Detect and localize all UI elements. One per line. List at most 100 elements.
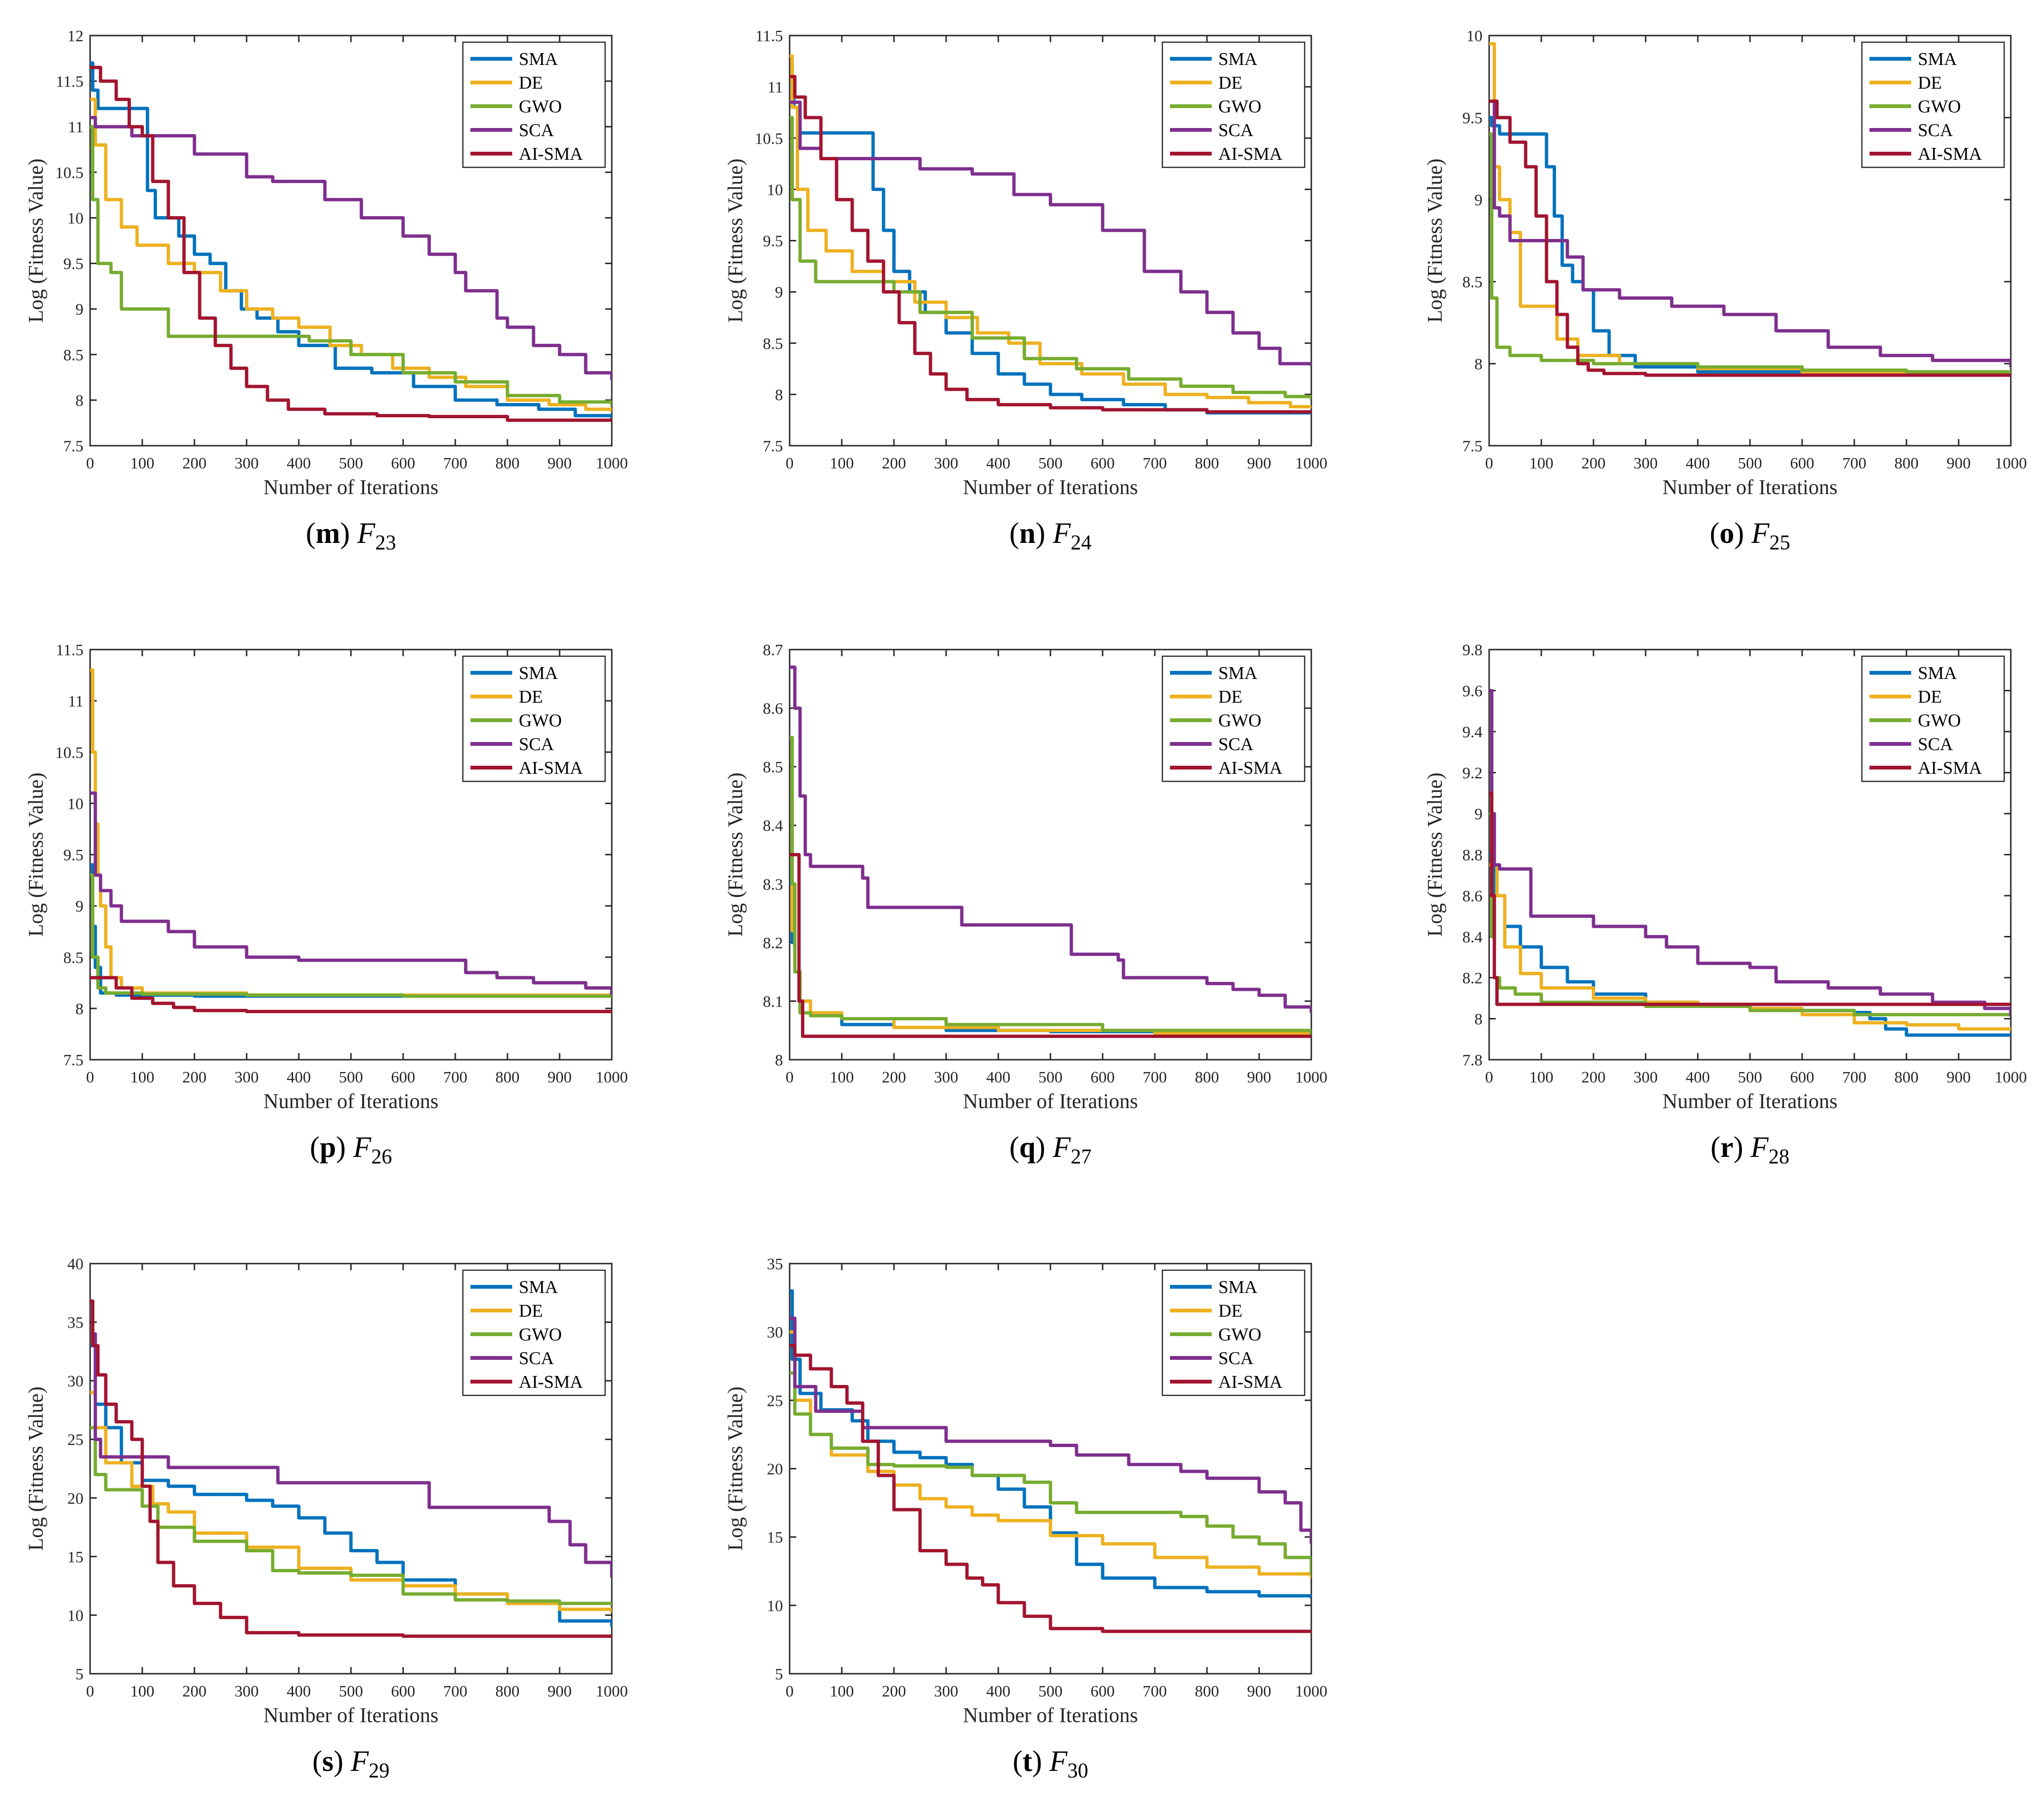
x-tick-label: 300	[1634, 1069, 1658, 1086]
x-tick-label: 500	[339, 1683, 363, 1700]
y-tick-label: 10	[67, 1607, 83, 1624]
y-tick-label: 25	[767, 1392, 783, 1410]
series-line-sca	[790, 101, 1311, 366]
legend-label-sma: SMA	[1218, 49, 1258, 69]
series-group	[790, 665, 1311, 1038]
caption-subscript: 23	[375, 531, 396, 554]
legend: SMA DE GWO SCA AI-SMA	[1161, 1269, 1306, 1396]
y-tick-label: 9.5	[763, 233, 783, 250]
x-tick-label: 800	[1195, 1069, 1219, 1086]
caption-letter: q	[1019, 1131, 1036, 1164]
series-line-sca	[90, 1332, 612, 1578]
y-tick-label: 8	[775, 386, 783, 404]
y-tick-label: 35	[767, 1256, 783, 1273]
x-tick-label: 0	[1485, 1069, 1493, 1086]
series-line-ai-sma	[790, 1344, 1311, 1633]
series-group	[790, 54, 1311, 415]
series-line-de	[790, 54, 1311, 409]
x-tick-label: 600	[1091, 1683, 1115, 1700]
legend-label-sca: SCA	[519, 734, 554, 754]
x-tick-label: 900	[1947, 1069, 1971, 1086]
chart-p: 0 100 200 300 400 500 600 700 800 900 1000 7.5 8 8.5 9…	[24, 642, 628, 1113]
x-tick-label: 200	[882, 1683, 906, 1700]
legend-label-gwo: GWO	[519, 711, 562, 731]
x-tick-label: 700	[1842, 1069, 1867, 1086]
x-tick-label: 100	[1529, 455, 1554, 472]
x-tick-label: 500	[1039, 1069, 1063, 1086]
y-tick-label: 8.7	[763, 642, 783, 659]
y-tick-label: 5	[75, 1666, 83, 1683]
legend: SMA DE GWO SCA AI-SMA	[462, 655, 606, 782]
y-tick-label: 12	[67, 28, 83, 45]
x-tick-label: 300	[235, 455, 259, 472]
y-tick-label: 9.4	[1463, 724, 1483, 741]
x-tick-label: 500	[339, 1069, 363, 1086]
y-tick-label: 11	[767, 79, 783, 96]
y-tick-label: 7.5	[1463, 438, 1483, 455]
x-tick-label: 100	[130, 1069, 155, 1086]
legend-label-ai-sma: AI-SMA	[1218, 144, 1283, 164]
legend-label-gwo: GWO	[519, 1325, 562, 1345]
series-line-ai-sma	[1489, 99, 2011, 377]
x-tick-label: 1000	[596, 455, 628, 472]
y-tick-label: 8.5	[1463, 274, 1483, 291]
y-tick-label: 10.5	[55, 164, 84, 182]
y-tick-label: 9.2	[1463, 765, 1483, 782]
legend-label-gwo: GWO	[1218, 711, 1261, 731]
x-axis-label: Number of Iterations	[1663, 1090, 1838, 1113]
y-tick-label: 8.4	[763, 817, 783, 835]
x-tick-label: 200	[183, 1069, 207, 1086]
x-tick-label: 200	[1582, 1069, 1606, 1086]
legend: SMA DE GWO SCA AI-SMA	[462, 41, 606, 168]
y-axis-label: Log (Fitness Value)	[24, 1386, 47, 1550]
series-line-sma	[790, 85, 1311, 415]
x-tick-label: 400	[287, 1069, 311, 1086]
y-tick-label: 9	[75, 301, 83, 319]
x-tick-label: 800	[1895, 455, 1919, 472]
series-line-de	[1489, 863, 2011, 1031]
x-tick-label: 300	[235, 1683, 259, 1700]
y-tick-label: 8.2	[763, 935, 783, 952]
caption-function: F	[353, 1131, 371, 1164]
caption-letter: r	[1720, 1131, 1734, 1164]
y-tick-label: 8.1	[763, 993, 783, 1010]
x-axis-label: Number of Iterations	[264, 1704, 439, 1727]
x-tick-label: 100	[830, 455, 854, 472]
legend-label-de: DE	[1218, 73, 1243, 93]
x-tick-label: 800	[496, 455, 520, 472]
series-line-sma	[90, 61, 612, 419]
y-tick-label: 8.5	[763, 335, 783, 353]
legend-label-gwo: GWO	[1918, 97, 1961, 117]
series-group	[90, 668, 612, 1013]
x-tick-label: 600	[1091, 1069, 1115, 1086]
y-axis-label: Log (Fitness Value)	[724, 158, 747, 322]
caption-subscript: 29	[368, 1759, 390, 1782]
legend-label-de: DE	[1218, 1301, 1243, 1321]
x-tick-label: 200	[882, 1069, 906, 1086]
legend-label-sma: SMA	[519, 663, 558, 683]
legend-label-sma: SMA	[519, 49, 558, 69]
y-tick-label: 9.5	[64, 256, 84, 273]
legend-label-sca: SCA	[519, 120, 554, 140]
chart-n: 0 100 200 300 400 500 600 700 800 900 1000 7.5 8 8.5 9…	[724, 28, 1327, 499]
x-tick-label: 900	[1247, 1069, 1271, 1086]
x-tick-label: 500	[339, 455, 363, 472]
legend-label-sma: SMA	[1218, 663, 1258, 683]
x-tick-label: 600	[391, 1683, 415, 1700]
y-tick-label: 9.5	[1463, 110, 1483, 127]
chart-m: 0 100 200 300 400 500 600 700 800 900 1000 7.5 8 8.5 9…	[24, 28, 628, 499]
series-group	[90, 61, 612, 422]
y-axis-label: Log (Fitness Value)	[724, 772, 747, 936]
x-tick-label: 1000	[1295, 455, 1327, 472]
y-tick-label: 7.5	[64, 1052, 84, 1069]
y-tick-label: 11	[68, 693, 83, 710]
x-tick-label: 700	[1842, 455, 1867, 472]
y-tick-label: 30	[767, 1324, 783, 1341]
legend: SMA DE GWO SCA AI-SMA	[1861, 41, 2005, 168]
y-tick-label: 8	[75, 392, 83, 410]
series-group	[90, 1299, 612, 1638]
series-line-ai-sma	[1489, 791, 2011, 1006]
legend-label-de: DE	[519, 73, 543, 93]
y-tick-label: 11.5	[755, 28, 783, 45]
